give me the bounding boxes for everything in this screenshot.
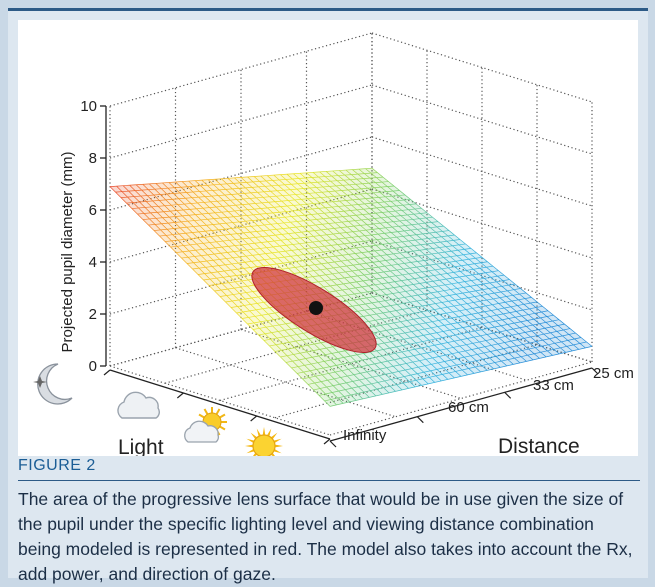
distance-tick <box>505 392 511 398</box>
light-tick <box>104 370 110 375</box>
light-tick <box>251 416 257 421</box>
light-tick <box>324 439 330 444</box>
z-tick-label: 10 <box>80 98 97 115</box>
sun-icon <box>245 427 283 456</box>
z-axis-label: Projected pupil diameter (mm) <box>59 152 76 353</box>
z-tick-label: 8 <box>89 150 97 167</box>
distance-axis-label: Distance <box>498 435 580 456</box>
lens-surface <box>110 168 592 406</box>
light-axis-label: Light <box>118 436 164 456</box>
figure-panel: 0 2 4 6 8 10 Projected pupil diameter (mm) Infi… <box>18 20 638 456</box>
figure-frame: 0 2 4 6 8 10 Projected pupil diameter (mm) Infi… <box>8 8 648 578</box>
z-tick-label: 0 <box>89 358 97 375</box>
pupil-point <box>309 301 323 315</box>
z-tick-label: 2 <box>89 306 97 323</box>
distance-tick <box>417 417 423 423</box>
cloud-icon <box>118 392 159 418</box>
figure-label: FIGURE 2 <box>18 457 96 475</box>
caption-rule <box>18 480 640 481</box>
distance-tick-label: 60 cm <box>448 399 489 416</box>
z-tick-label: 4 <box>89 254 97 271</box>
back-wall-gridline <box>110 33 372 106</box>
light-tick <box>177 393 183 398</box>
distance-tick <box>330 441 336 447</box>
distance-tick-label: Infinity <box>343 427 387 444</box>
distance-tick-label: 33 cm <box>533 377 574 394</box>
partly-sunny-icon <box>185 407 227 442</box>
moon-icon <box>33 364 72 404</box>
z-tick-label: 6 <box>89 202 97 219</box>
distance-tick-label: 25 cm <box>593 365 634 382</box>
figure-caption: The area of the progressive lens surface… <box>18 487 638 587</box>
surface-chart: 0 2 4 6 8 10 Projected pupil diameter (mm) Infi… <box>18 20 638 456</box>
